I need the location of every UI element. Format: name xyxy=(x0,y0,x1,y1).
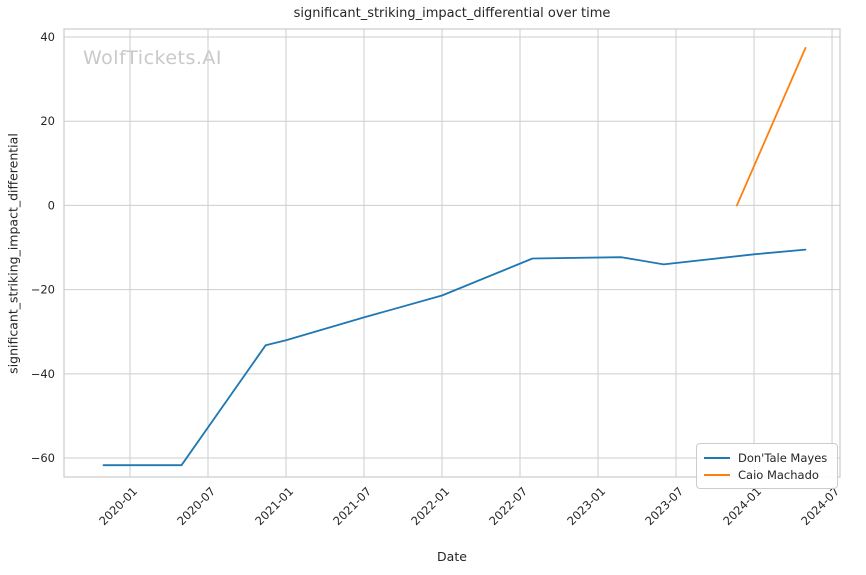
legend-label: Don'Tale Mayes xyxy=(738,450,828,465)
y-tick-label: −60 xyxy=(31,451,55,465)
x-tick-label: 2023-01 xyxy=(564,484,608,528)
x-tick-label: 2024-01 xyxy=(720,484,764,528)
watermark: WolfTickets.AI xyxy=(83,47,223,69)
x-tick-label: 2021-07 xyxy=(330,484,374,528)
y-tick-label: −20 xyxy=(31,283,55,297)
legend-label: Caio Machado xyxy=(738,467,819,482)
x-tick-label: 2024-07 xyxy=(798,484,842,528)
x-axis-label: Date xyxy=(437,549,467,564)
x-tick-label: 2021-01 xyxy=(252,484,296,528)
y-tick-label: −40 xyxy=(31,367,55,381)
legend-line-swatch xyxy=(704,473,730,476)
chart-title: significant_striking_impact_differential… xyxy=(293,6,611,21)
y-axis-label: significant_striking_impact_differential xyxy=(5,133,21,374)
y-tick-label: 40 xyxy=(40,30,55,44)
x-tick-label: 2022-07 xyxy=(486,484,530,528)
series-line-don-tale-mayes xyxy=(102,248,807,467)
x-tick-label: 2020-01 xyxy=(96,484,140,528)
series-line-caio-machado xyxy=(736,47,807,207)
legend-item-caio-machado: Caio Machado xyxy=(704,466,829,483)
x-tick-label: 2022-01 xyxy=(408,484,452,528)
y-tick-label: 20 xyxy=(40,114,55,128)
x-tick-label: 2020-07 xyxy=(174,484,218,528)
legend-line-swatch xyxy=(704,456,730,459)
plot-border xyxy=(63,28,841,478)
y-tick-label: 0 xyxy=(48,198,55,212)
legend: Don'Tale Mayes Caio Machado xyxy=(696,443,838,489)
legend-item-don-tale-mayes: Don'Tale Mayes xyxy=(704,449,829,466)
x-tick-label: 2023-07 xyxy=(642,484,686,528)
